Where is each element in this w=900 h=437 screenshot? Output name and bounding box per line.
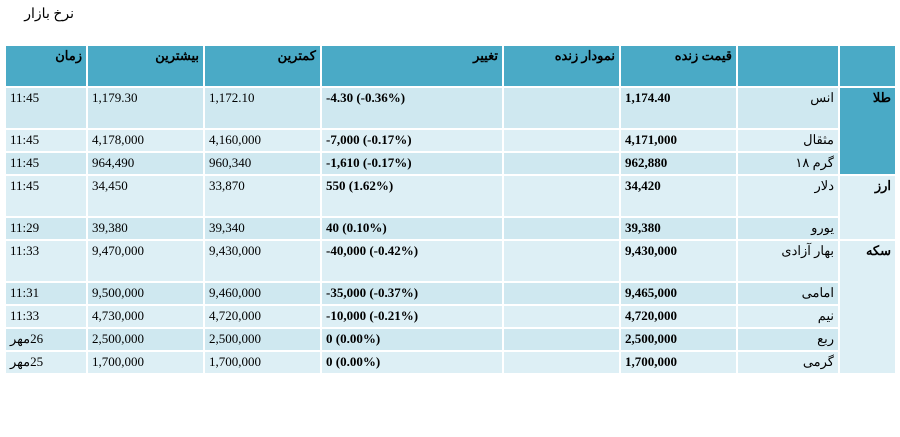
live-chart-cell [504,329,619,350]
item-name: امامی [738,283,838,304]
item-name: یورو [738,218,838,239]
live-chart-cell [504,283,619,304]
min-value: 1,172.10 [205,88,320,128]
max-value: 9,470,000 [88,241,203,281]
time-value: 11:33 [6,241,86,281]
change-value: -7,000 (-0.17%) [322,130,502,151]
change-value: 550 (1.62%) [322,176,502,216]
time-value: 11:45 [6,153,86,174]
time-value: 11:29 [6,218,86,239]
item-name: ربع [738,329,838,350]
time-value: 26مهر [6,329,86,350]
table-row: گرم ۱۸ 962,880 -1,610 (-0.17%) 960,340 9… [6,153,895,174]
max-value: 9,500,000 [88,283,203,304]
table-row: گرمی 1,700,000 0 (0.00%) 1,700,000 1,700… [6,352,895,373]
change-value: -10,000 (-0.21%) [322,306,502,327]
live-chart-cell [504,218,619,239]
live-price: 39,380 [621,218,736,239]
table-row: سکه بهار آزادی 9,430,000 -40,000 (-0.42%… [6,241,895,373]
min-value: 9,460,000 [205,283,320,304]
group-currency: ارز [840,176,895,239]
min-value: 4,720,000 [205,306,320,327]
change-value: -4.30 (-0.36%) [322,88,502,128]
time-value: 11:45 [6,130,86,151]
item-name: مثقال [738,130,838,151]
live-price: 4,720,000 [621,306,736,327]
min-value: 960,340 [205,153,320,174]
page-title: نرخ بازار [24,7,74,22]
live-price: 2,500,000 [621,329,736,350]
header-live-price: قیمت زنده [621,46,736,86]
live-price: 4,171,000 [621,130,736,151]
live-chart-cell [504,306,619,327]
live-chart-cell [504,88,619,128]
max-value: 2,500,000 [88,329,203,350]
table-row: طلا انس 1,174.40 -4.30 (-0.36%) 1,172.10… [6,88,895,174]
min-value: 33,870 [205,176,320,216]
live-chart-cell [504,241,619,281]
live-price: 962,880 [621,153,736,174]
header-change: تغییر [322,46,502,86]
live-price: 34,420 [621,176,736,216]
time-value: 25مهر [6,352,86,373]
change-value: 0 (0.00%) [322,329,502,350]
table-row: ربع 2,500,000 0 (0.00%) 2,500,000 2,500,… [6,329,895,350]
time-value: 11:45 [6,88,86,128]
min-value: 4,160,000 [205,130,320,151]
item-name: بهار آزادی [738,241,838,281]
live-chart-cell [504,130,619,151]
change-value: 40 (0.10%) [322,218,502,239]
market-rates-table: قیمت زنده نمودار زنده تغییر کمترین بیشتر… [4,44,897,375]
table-row: نیم 4,720,000 -10,000 (-0.21%) 4,720,000… [6,306,895,327]
live-price: 1,174.40 [621,88,736,128]
item-name: دلار [738,176,838,216]
change-value: -40,000 (-0.42%) [322,241,502,281]
live-price: 9,430,000 [621,241,736,281]
table-row: مثقال 4,171,000 -7,000 (-0.17%) 4,160,00… [6,130,895,151]
header-row: قیمت زنده نمودار زنده تغییر کمترین بیشتر… [6,46,895,86]
live-price: 1,700,000 [621,352,736,373]
group-coin: سکه [840,241,895,373]
live-chart-cell [504,176,619,216]
max-value: 1,700,000 [88,352,203,373]
change-value: 0 (0.00%) [322,352,502,373]
table-row: امامی 9,465,000 -35,000 (-0.37%) 9,460,0… [6,283,895,304]
max-value: 1,179.30 [88,88,203,128]
item-name: نیم [738,306,838,327]
time-value: 11:45 [6,176,86,216]
live-chart-cell [504,352,619,373]
item-name: انس [738,88,838,128]
item-name: گرمی [738,352,838,373]
min-value: 39,340 [205,218,320,239]
live-price: 9,465,000 [621,283,736,304]
max-value: 34,450 [88,176,203,216]
header-category [840,46,895,86]
time-value: 11:31 [6,283,86,304]
max-value: 4,178,000 [88,130,203,151]
min-value: 1,700,000 [205,352,320,373]
header-min: کمترین [205,46,320,86]
header-live-chart: نمودار زنده [504,46,619,86]
table-row: یورو 39,380 40 (0.10%) 39,340 39,380 11:… [6,218,895,239]
item-name: گرم ۱۸ [738,153,838,174]
header-item [738,46,838,86]
change-value: -1,610 (-0.17%) [322,153,502,174]
live-chart-cell [504,153,619,174]
group-gold: طلا [840,88,895,174]
table-row: ارز دلار 34,420 550 (1.62%) 33,870 34,45… [6,176,895,239]
time-value: 11:33 [6,306,86,327]
max-value: 964,490 [88,153,203,174]
header-max: بیشترین [88,46,203,86]
max-value: 39,380 [88,218,203,239]
min-value: 9,430,000 [205,241,320,281]
change-value: -35,000 (-0.37%) [322,283,502,304]
header-time: زمان [6,46,86,86]
max-value: 4,730,000 [88,306,203,327]
min-value: 2,500,000 [205,329,320,350]
